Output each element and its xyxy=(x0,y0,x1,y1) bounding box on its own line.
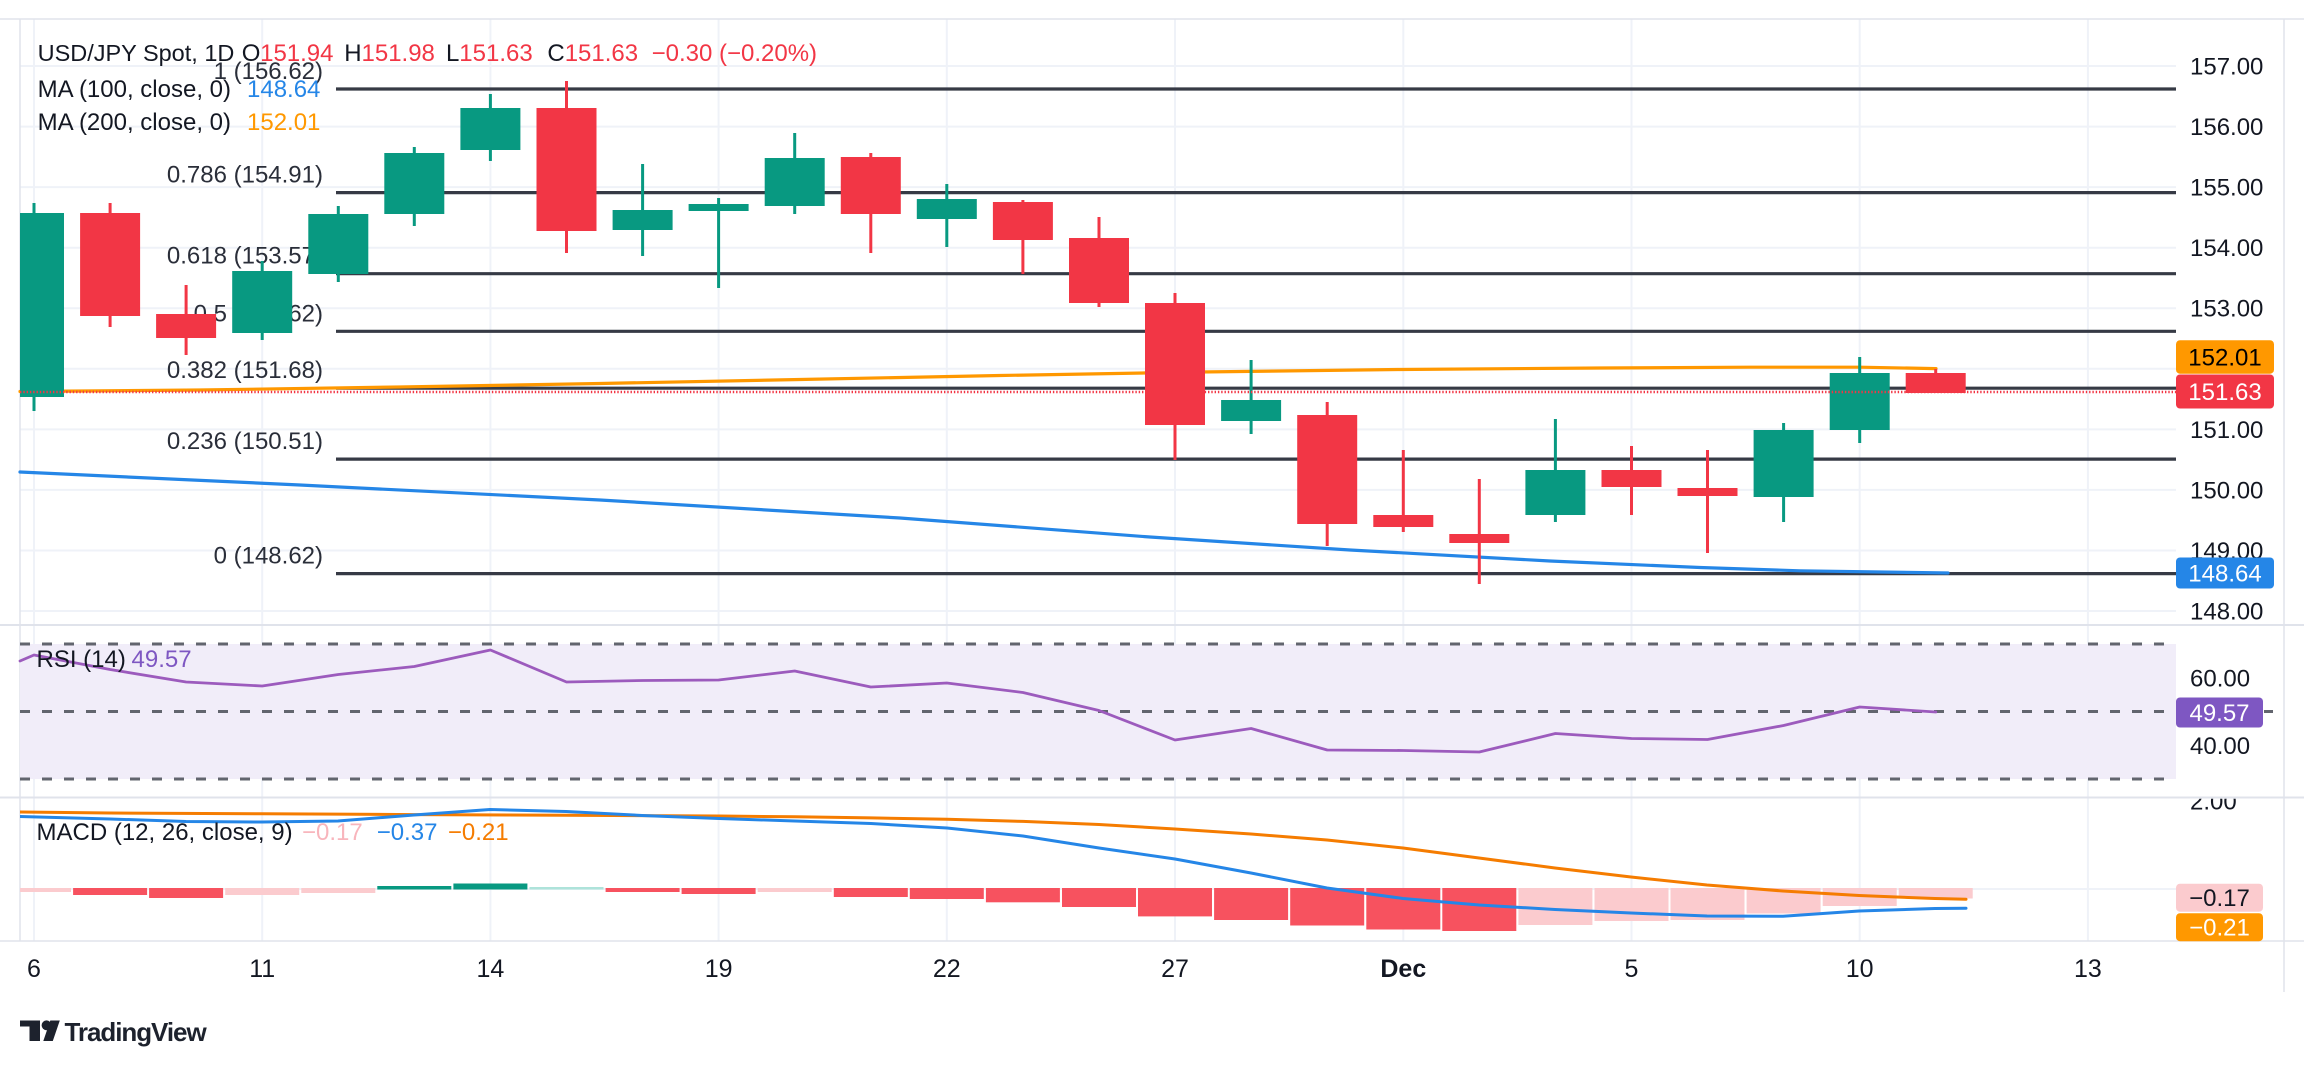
svg-text:27: 27 xyxy=(1161,955,1189,983)
svg-text:49.57: 49.57 xyxy=(2189,700,2249,727)
svg-text:RSI (14)49.57: RSI (14) 49.57 xyxy=(37,646,192,673)
svg-text:10: 10 xyxy=(1846,955,1874,983)
svg-text:150.00: 150.00 xyxy=(2190,477,2263,504)
svg-text:151.00: 151.00 xyxy=(2190,417,2263,444)
svg-text:5: 5 xyxy=(1625,955,1639,983)
svg-text:148.64: 148.64 xyxy=(2188,561,2261,588)
svg-text:148.00: 148.00 xyxy=(2190,599,2263,626)
svg-text:151.63: 151.63 xyxy=(2188,379,2261,406)
svg-text:40.00: 40.00 xyxy=(2190,733,2250,760)
svg-text:−0.21: −0.21 xyxy=(2189,915,2250,942)
svg-text:MACD (12, 26, close, 9)−0.17−0: MACD (12, 26, close, 9) −0.17 −0.37 −0.21 xyxy=(37,819,509,846)
svg-text:22: 22 xyxy=(933,955,961,983)
svg-text:0.786 (154.91): 0.786 (154.91) xyxy=(167,162,323,189)
svg-text:152.01: 152.01 xyxy=(2188,345,2261,372)
svg-text:6: 6 xyxy=(27,955,41,983)
svg-text:1 (156.62): 1 (156.62) xyxy=(214,58,323,85)
svg-text:153.00: 153.00 xyxy=(2190,296,2263,323)
svg-text:0.236 (150.51): 0.236 (150.51) xyxy=(167,428,323,455)
svg-text:14: 14 xyxy=(476,955,504,983)
svg-text:157.00: 157.00 xyxy=(2190,54,2263,81)
svg-text:19: 19 xyxy=(705,955,733,983)
svg-text:154.00: 154.00 xyxy=(2190,235,2263,262)
svg-text:0.382 (151.68): 0.382 (151.68) xyxy=(167,357,323,384)
svg-text:0.618 (153.57): 0.618 (153.57) xyxy=(167,243,323,270)
svg-text:13: 13 xyxy=(2074,955,2102,983)
svg-text:60.00: 60.00 xyxy=(2190,665,2250,692)
svg-text:0 (148.62): 0 (148.62) xyxy=(214,543,323,570)
svg-text:MA (100, close, 0)148.64: MA (100, close, 0) 148.64 xyxy=(38,76,321,103)
svg-text:155.00: 155.00 xyxy=(2190,175,2263,202)
svg-text:156.00: 156.00 xyxy=(2190,114,2263,141)
svg-text:−0.17: −0.17 xyxy=(2189,885,2250,912)
svg-text:11: 11 xyxy=(249,955,275,983)
svg-text:MA (200, close, 0)152.01: MA (200, close, 0) 152.01 xyxy=(38,109,321,136)
svg-text:2.00: 2.00 xyxy=(2190,789,2237,816)
svg-text:Dec: Dec xyxy=(1380,955,1426,983)
svg-text:TradingView: TradingView xyxy=(65,1017,208,1047)
